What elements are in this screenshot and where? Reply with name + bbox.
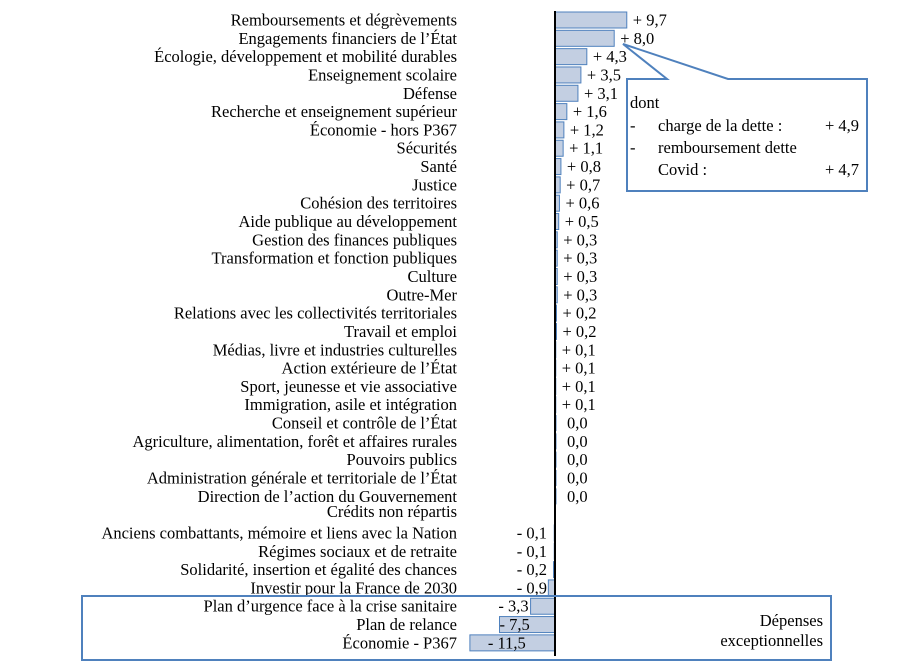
bar	[554, 66, 582, 84]
category-label: Gestion des finances publiques	[252, 230, 457, 249]
callout-value-1: + 4,9	[825, 116, 859, 135]
bar	[554, 84, 579, 102]
category-label: Justice	[412, 175, 457, 194]
value-label: + 3,1	[584, 84, 618, 103]
exceptional-label-2: exceptionnelles	[720, 631, 823, 650]
category-label: Outre-Mer	[386, 285, 457, 304]
value-label: + 0,1	[562, 340, 596, 359]
category-label: Santé	[420, 157, 457, 176]
value-label: + 0,2	[562, 304, 596, 323]
category-label: Économie - hors P367	[310, 120, 457, 139]
category-label: Régimes sociaux et de retraite	[258, 542, 457, 561]
value-label: - 0,1	[517, 523, 547, 542]
category-label: Pouvoirs publics	[347, 450, 457, 469]
bar	[554, 48, 588, 66]
callout-bullet-1: -	[630, 116, 636, 135]
value-label: + 0,6	[565, 194, 599, 213]
value-label: 0,0	[567, 414, 588, 433]
category-label: Sécurités	[397, 139, 457, 158]
category-label: Transformation et fonction publiques	[212, 249, 458, 268]
category-label: Cohésion des territoires	[300, 194, 457, 213]
value-label: + 0,7	[566, 175, 600, 194]
category-label: Enseignement scolaire	[308, 65, 457, 84]
value-label: - 3,3	[498, 597, 528, 616]
category-label: Administration générale et territoriale …	[147, 469, 458, 488]
value-label: - 0,1	[517, 542, 547, 561]
category-label: Plan d’urgence face à la crise sanitaire	[204, 597, 457, 616]
bar	[554, 139, 564, 157]
category-label: Remboursements et dégrèvements	[231, 11, 457, 30]
value-label: 0,0	[567, 432, 588, 451]
callout-pointer	[622, 43, 868, 192]
value-label: - 0,9	[517, 578, 547, 597]
value-label: + 1,2	[570, 120, 604, 139]
value-label: 0,0	[567, 469, 588, 488]
callout-label-1: charge de la dette :	[658, 116, 782, 135]
value-label: + 0,3	[563, 267, 597, 286]
value-label: + 0,3	[563, 249, 597, 268]
category-label: Immigration, asile et intégration	[244, 395, 457, 414]
value-label: + 0,3	[563, 285, 597, 304]
category-label: Agriculture, alimentation, forêt et affa…	[132, 432, 457, 451]
category-label: Direction de l’action du Gouvernement	[198, 487, 458, 506]
value-label: + 1,1	[569, 139, 603, 158]
category-label: Investir pour la France de 2030	[250, 578, 457, 597]
bar	[530, 597, 556, 615]
callout-label-3: Covid :	[658, 160, 707, 179]
bar	[554, 103, 568, 121]
category-label: Action extérieure de l’État	[282, 359, 458, 378]
category-label: Engagements financiers de l’État	[238, 29, 457, 48]
value-label: + 0,2	[562, 322, 596, 341]
callout-dont: dont	[630, 93, 660, 112]
value-label: + 0,1	[562, 395, 596, 414]
category-label: Aide publique au développement	[238, 212, 457, 231]
category-label: Culture	[408, 267, 458, 286]
callout-value-3: + 4,7	[825, 160, 859, 179]
category-label: Défense	[403, 84, 457, 103]
value-label: + 4,3	[593, 47, 627, 66]
value-label: + 0,1	[562, 377, 596, 396]
bar	[554, 121, 565, 139]
callout-bullet-2: -	[630, 138, 636, 157]
category-label: Sport, jeunesse et vie associative	[240, 377, 457, 396]
exceptional-label-1: Dépenses	[760, 611, 823, 630]
category-label: Médias, livre et industries culturelles	[213, 340, 457, 359]
value-label: - 11,5	[488, 633, 526, 652]
exceptional-expenses-box	[81, 595, 832, 661]
bar	[554, 11, 628, 29]
value-label: + 9,7	[633, 11, 667, 30]
value-label: + 0,3	[563, 230, 597, 249]
value-label: + 8,0	[620, 29, 654, 48]
category-label: Solidarité, insertion et égalité des cha…	[180, 560, 457, 579]
category-label: Travail et emploi	[344, 322, 457, 341]
bar	[554, 29, 615, 47]
category-label: Écologie, développement et mobilité dura…	[154, 47, 457, 66]
value-label: + 0,8	[567, 157, 601, 176]
category-label: Recherche et enseignement supérieur	[211, 102, 458, 121]
value-label: + 1,6	[573, 102, 607, 121]
value-label: + 0,1	[562, 359, 596, 378]
value-label: - 0,2	[517, 560, 547, 579]
value-label: - 7,5	[500, 615, 530, 634]
callout-label-2: remboursement dette	[658, 138, 797, 157]
category-label: Conseil et contrôle de l’État	[272, 414, 458, 433]
category-label: Plan de relance	[356, 615, 457, 634]
value-label: 0,0	[567, 487, 588, 506]
value-label: + 0,5	[565, 212, 599, 231]
value-label: 0,0	[567, 450, 588, 469]
category-label: Anciens combattants, mémoire et liens av…	[101, 523, 457, 542]
category-label: Crédits non répartis	[327, 502, 457, 521]
category-label: Économie - P367	[342, 633, 457, 652]
category-label: Relations avec les collectivités territo…	[174, 304, 457, 323]
value-label: + 3,5	[587, 65, 621, 84]
